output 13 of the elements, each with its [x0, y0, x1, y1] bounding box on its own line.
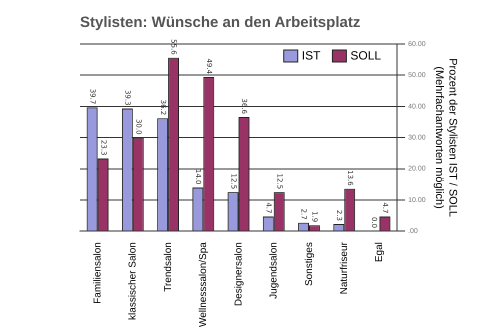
x-tick-label: Sonstiges — [304, 242, 315, 286]
x-tick-label: Jugendsalon — [268, 242, 280, 299]
x-tick-label: Trendsalon — [162, 242, 174, 292]
x-tick-label: Naturfriseur — [338, 241, 350, 294]
x-tick-label: Wellnesssalon/Spa — [198, 242, 210, 328]
legend-label: SOLL — [350, 48, 382, 62]
legend-label: IST — [302, 48, 322, 62]
x-tick-label: Familiensalon — [92, 242, 104, 304]
x-tick-label: klassischer Salon — [128, 242, 139, 320]
y-axis-title: Prozent der Stylisten IST / SOLL (Mehrfachantworten möglich) — [433, 58, 458, 217]
x-tick-label: Designersalon — [233, 242, 244, 306]
chart-title: Stylisten: Wünsche an den Arbeitsplatz — [80, 14, 360, 32]
x-tick-label: Egal — [374, 242, 386, 262]
